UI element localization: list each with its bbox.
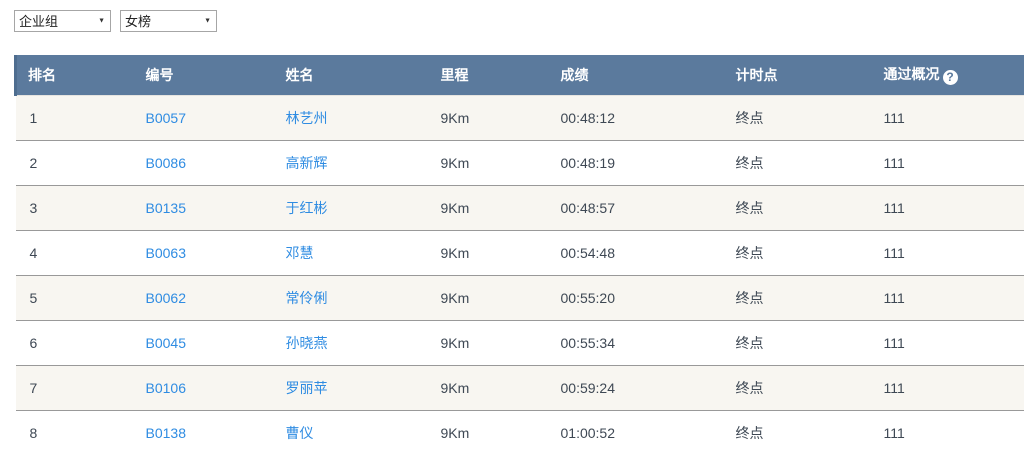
name-cell: 孙晓燕 — [271, 319, 427, 365]
rank-cell: 3 — [15, 184, 132, 230]
column-header-result: 成绩 — [546, 55, 722, 95]
name-cell: 高新辉 — [271, 139, 427, 185]
board-select-wrap: 女榜 ▼ — [120, 10, 217, 32]
table-row: 1 B0057 林艺州 9Km 00:48:12 终点 111 — [15, 94, 1024, 140]
pass-overview-cell: 111 — [869, 184, 1024, 230]
column-header-checkpoint: 计时点 — [721, 55, 870, 95]
pass-overview-cell: 111 — [869, 229, 1024, 275]
rank-cell: 2 — [15, 139, 132, 185]
name-link[interactable]: 林艺州 — [285, 109, 328, 126]
checkpoint-cell: 终点 — [721, 319, 870, 365]
checkpoint-cell: 终点 — [721, 184, 870, 230]
name-cell: 于红彬 — [271, 184, 427, 230]
result-cell: 00:55:20 — [546, 274, 722, 320]
result-cell: 00:48:12 — [546, 94, 722, 140]
checkpoint-cell: 终点 — [721, 94, 870, 140]
pass-overview-cell: 111 — [869, 139, 1024, 185]
bib-link[interactable]: B0135 — [145, 199, 186, 216]
distance-cell: 9Km — [426, 409, 547, 455]
bib-link[interactable]: B0106 — [145, 379, 186, 396]
name-link[interactable]: 于红彬 — [285, 199, 328, 216]
table-row: 4 B0063 邓慧 9Km 00:54:48 终点 111 — [15, 229, 1024, 275]
checkpoint-cell: 终点 — [721, 229, 870, 275]
rank-cell: 4 — [15, 229, 132, 275]
bib-cell: B0063 — [131, 229, 272, 275]
bib-cell: B0135 — [131, 184, 272, 230]
rank-cell: 6 — [15, 319, 132, 365]
name-cell: 罗丽苹 — [271, 364, 427, 410]
pass-overview-cell: 111 — [869, 409, 1024, 455]
distance-cell: 9Km — [426, 319, 547, 365]
table-row: 6 B0045 孙晓燕 9Km 00:55:34 终点 111 — [15, 319, 1024, 365]
pass-overview-cell: 111 — [869, 274, 1024, 320]
table-header: 排名 编号 姓名 里程 成绩 计时点 通过概况? — [14, 55, 1024, 95]
distance-cell: 9Km — [426, 94, 547, 140]
table-row: 7 B0106 罗丽苹 9Km 00:59:24 终点 111 — [15, 364, 1024, 410]
group-select[interactable]: 企业组 — [15, 11, 110, 31]
result-cell: 00:54:48 — [546, 229, 722, 275]
column-header-pass-overview-label: 通过概况 — [883, 66, 940, 83]
table-row: 5 B0062 常伶俐 9Km 00:55:20 终点 111 — [15, 274, 1024, 320]
distance-cell: 9Km — [426, 364, 547, 410]
result-cell: 00:48:19 — [546, 139, 722, 185]
name-cell: 常伶俐 — [271, 274, 427, 320]
help-icon[interactable]: ? — [942, 70, 958, 86]
result-cell: 01:00:52 — [546, 409, 722, 455]
result-cell: 00:59:24 — [546, 364, 722, 410]
name-cell: 曹仪 — [271, 409, 427, 455]
checkpoint-cell: 终点 — [721, 274, 870, 320]
bib-cell: B0086 — [131, 139, 272, 185]
bib-cell: B0045 — [131, 319, 272, 365]
bib-link[interactable]: B0062 — [145, 289, 186, 306]
name-cell: 邓慧 — [271, 229, 427, 275]
name-link[interactable]: 罗丽苹 — [285, 379, 328, 396]
pass-overview-cell: 111 — [869, 364, 1024, 410]
bib-link[interactable]: B0138 — [145, 424, 186, 441]
bib-link[interactable]: B0086 — [145, 154, 186, 171]
distance-cell: 9Km — [426, 139, 547, 185]
column-header-bib: 编号 — [131, 55, 272, 95]
column-header-name: 姓名 — [271, 55, 427, 95]
pass-overview-cell: 111 — [869, 94, 1024, 140]
rank-cell: 7 — [15, 364, 132, 410]
name-link[interactable]: 曹仪 — [285, 424, 314, 441]
table-row: 3 B0135 于红彬 9Km 00:48:57 终点 111 — [15, 184, 1024, 230]
group-select-wrap: 企业组 ▼ — [14, 10, 111, 32]
column-header-pass-overview: 通过概况? — [869, 55, 1024, 95]
result-cell: 00:55:34 — [546, 319, 722, 365]
rank-cell: 8 — [15, 409, 132, 455]
name-link[interactable]: 孙晓燕 — [285, 334, 328, 351]
rank-cell: 1 — [15, 94, 132, 140]
name-link[interactable]: 常伶俐 — [285, 289, 328, 306]
distance-cell: 9Km — [426, 184, 547, 230]
table-row: 2 B0086 高新辉 9Km 00:48:19 终点 111 — [15, 139, 1024, 185]
bib-cell: B0106 — [131, 364, 272, 410]
column-header-distance: 里程 — [426, 55, 547, 95]
checkpoint-cell: 终点 — [721, 409, 870, 455]
column-header-rank: 排名 — [14, 55, 132, 95]
checkpoint-cell: 终点 — [721, 139, 870, 185]
checkpoint-cell: 终点 — [721, 364, 870, 410]
name-link[interactable]: 邓慧 — [285, 244, 314, 261]
distance-cell: 9Km — [426, 229, 547, 275]
result-cell: 00:48:57 — [546, 184, 722, 230]
bib-cell: B0138 — [131, 409, 272, 455]
rank-cell: 5 — [15, 274, 132, 320]
bib-cell: B0062 — [131, 274, 272, 320]
table-row: 8 B0138 曹仪 9Km 01:00:52 终点 111 — [15, 409, 1024, 455]
bib-cell: B0057 — [131, 94, 272, 140]
bib-link[interactable]: B0045 — [145, 334, 186, 351]
board-select[interactable]: 女榜 — [121, 11, 216, 31]
name-link[interactable]: 高新辉 — [285, 154, 328, 171]
name-cell: 林艺州 — [271, 94, 427, 140]
distance-cell: 9Km — [426, 274, 547, 320]
results-table: 排名 编号 姓名 里程 成绩 计时点 通过概况? 1 B0057 林艺州 9Km… — [14, 55, 1024, 455]
pass-overview-cell: 111 — [869, 319, 1024, 365]
filter-bar: 企业组 ▼ 女榜 ▼ — [0, 0, 1024, 32]
results-body: 1 B0057 林艺州 9Km 00:48:12 终点 111 2 B0086 … — [15, 94, 1024, 455]
bib-link[interactable]: B0063 — [145, 244, 186, 261]
bib-link[interactable]: B0057 — [145, 109, 186, 126]
